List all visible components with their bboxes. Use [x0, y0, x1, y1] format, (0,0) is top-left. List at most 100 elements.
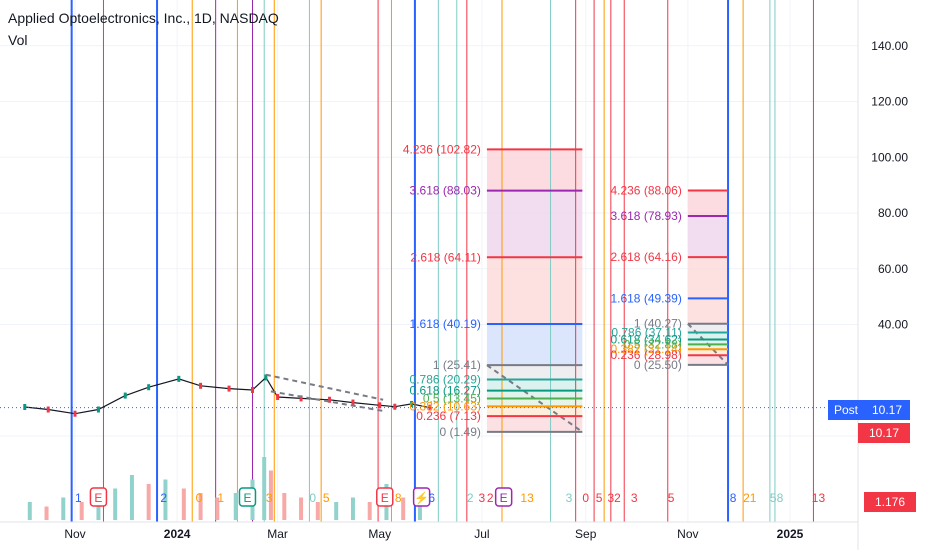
volume-bar	[44, 506, 49, 520]
marker-badge	[494, 487, 513, 507]
marker-label: 5	[596, 491, 603, 505]
fib-level-label: 4.236 (88.06)	[610, 184, 681, 198]
volume-bar	[282, 493, 287, 520]
marker-label: ⚡	[414, 491, 429, 505]
volume-bar	[350, 497, 355, 520]
marker-badge	[238, 487, 257, 507]
x-tick-label: May	[368, 527, 391, 541]
fib-level-label: 0 (1.49)	[440, 425, 481, 439]
fib-level-label: 0.236 (28.98)	[610, 348, 681, 362]
price-candle	[250, 387, 254, 394]
x-tick-label: 2024	[164, 527, 191, 541]
fib-level-label: 1.618 (40.19)	[410, 317, 481, 331]
volume-bar	[79, 502, 84, 520]
marker-badge	[376, 487, 394, 507]
volume-bar	[129, 475, 134, 520]
fib-zone	[486, 416, 583, 432]
price-candle	[410, 400, 414, 407]
marker-label: 3	[566, 491, 573, 505]
x-tick-label: Jul	[474, 527, 489, 541]
volume-bar	[181, 488, 186, 520]
marker-badge	[412, 487, 431, 507]
marker-label: 32	[608, 491, 622, 505]
marker-label: 58	[770, 491, 784, 505]
fib-level-label: 0.786 (37.11)	[611, 326, 682, 340]
fib-level-label: 3.618 (78.93)	[610, 209, 681, 223]
price-candle	[393, 403, 397, 410]
fib-zone	[687, 344, 729, 350]
fib-level-label: 0 (25.50)	[634, 358, 682, 372]
fib-levels: 4.236 (102.82) 3.618 (88.03) 2.618 (64.11)…	[403, 142, 729, 439]
fib-zone	[486, 190, 583, 258]
marker-label: E	[500, 491, 508, 505]
price-candle	[378, 402, 382, 409]
fib-level-label: 2.618 (64.16)	[610, 250, 681, 264]
price-series	[0, 374, 858, 417]
trend-line	[265, 373, 384, 401]
marker-label: 1	[217, 491, 224, 505]
volume-value-tag: 1.176 M	[864, 492, 916, 529]
y-tick-label: 40.00	[878, 318, 908, 332]
fib-level-label: 0.5 (32.88)	[624, 337, 682, 351]
marker-label: 0	[582, 491, 589, 505]
y-tick-label: 140.00	[871, 39, 908, 53]
x-tick-label: 2025	[777, 527, 804, 541]
fib-zone	[687, 190, 729, 216]
x-tick-label: Sep	[575, 527, 597, 541]
trend-line	[270, 390, 384, 412]
marker-label: 3	[479, 491, 486, 505]
price-candle	[73, 410, 77, 417]
volume-indicator-label[interactable]: Vol	[8, 32, 28, 48]
volume-bar	[367, 502, 372, 520]
y-tick-label: 60.00	[878, 262, 908, 276]
volume-bar	[334, 502, 339, 520]
fib-level-label: 0.618 (16.27)	[410, 384, 481, 398]
marker-label: 5	[323, 491, 330, 505]
y-tick-label: 100.00	[871, 150, 908, 164]
fib-level-label: 0.236 (7.13)	[416, 409, 481, 423]
marker-label: 0	[196, 491, 203, 505]
marker-label: 8	[395, 491, 402, 505]
marker-label: 1	[75, 491, 82, 505]
price-candle	[147, 384, 151, 391]
fib-zone	[687, 215, 729, 258]
marker-label: 13	[520, 491, 534, 505]
fib-level-label: 4.236 (102.82)	[403, 142, 481, 156]
volume-bar	[268, 470, 273, 520]
volume-bar	[315, 502, 320, 520]
volume-bar	[146, 484, 151, 520]
fib-level-label: 0.786 (20.29)	[410, 372, 481, 386]
price-candle	[199, 382, 203, 389]
volume-bar	[198, 493, 203, 520]
fib-level-label: 0.382 (31.14)	[610, 342, 681, 356]
fib-zone	[486, 398, 583, 407]
marker-label: 13	[812, 491, 826, 505]
fib-zone	[687, 339, 729, 345]
volume-bar	[233, 493, 238, 520]
price-candle	[328, 396, 332, 403]
price-candle	[96, 406, 100, 413]
x-tick-label: Nov	[64, 527, 85, 541]
marker-label: 3	[266, 491, 273, 505]
post-market-label: Post	[828, 400, 864, 420]
fib-level-label: 0.5 (13.45)	[423, 392, 481, 406]
last-price-tag: 10.17	[858, 423, 910, 443]
bottom-markers: 1 E 2 0 1 E 3 0 5 E 8 ⚡ 6 2 3 2 E 13 3 0 5 32 3 5 8 21 58 13	[75, 487, 826, 507]
marker-label: 6	[428, 491, 435, 505]
volume-bar	[262, 457, 267, 520]
fib-zone	[687, 355, 729, 365]
marker-label: 8	[730, 491, 737, 505]
fib-level-label: 0.618 (34.62)	[610, 332, 681, 346]
price-candle	[227, 385, 231, 392]
marker-label: 2	[487, 491, 494, 505]
fib-zone	[486, 365, 583, 380]
chart-title: Applied Optoelectronics, Inc., 1D, NASDA…	[8, 10, 279, 26]
fib-level-label: 1 (25.41)	[433, 358, 481, 372]
fib-zone	[486, 390, 583, 399]
fib-zone	[687, 332, 729, 340]
grid-lines	[0, 0, 859, 550]
fib-zone	[687, 257, 729, 299]
fib-zone	[687, 349, 729, 356]
vertical-lines	[70, 0, 814, 522]
